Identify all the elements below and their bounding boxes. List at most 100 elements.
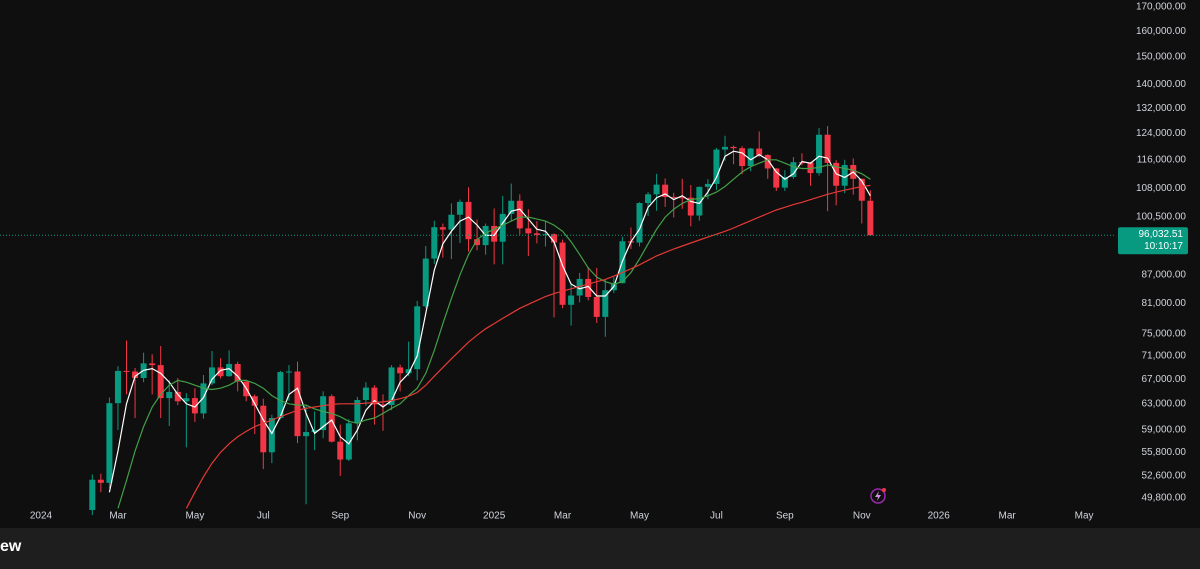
candle-body [739,148,746,167]
y-tick-label: 55,800.00 [1142,447,1187,458]
candle-body [798,162,805,164]
candle-body [371,387,378,405]
candle-body [679,197,686,199]
candle-body [491,225,498,242]
candle-body [773,168,780,188]
y-tick-label: 100,500.00 [1136,212,1186,223]
candle-body [320,396,327,431]
candle-body [97,479,104,483]
candle-body [713,149,720,184]
x-tick-label: Mar [109,511,127,522]
candle-body [183,398,190,402]
candle-body [781,177,788,188]
candle-body [687,197,694,216]
candle-body [816,134,823,174]
candle-body [824,134,831,163]
candle-body [157,365,164,399]
candle-body [345,423,352,460]
y-tick-label: 87,000.00 [1142,269,1187,280]
x-tick-label: May [1075,511,1094,522]
last-price-label: 96,032.51 [1139,229,1184,240]
footer-bar: ew [0,528,1200,569]
candle-body [414,306,421,370]
candle-body [841,164,848,186]
candle-body [704,183,711,187]
candle-body [670,196,677,198]
moving-average-line [185,184,871,509]
candle-body [268,417,275,453]
candle-body [166,391,173,399]
candle-body [867,200,874,236]
y-tick-label: 108,000.00 [1136,183,1186,194]
x-tick-label: Sep [776,511,794,522]
candle-body [456,201,463,215]
candle-body [405,369,412,374]
candle-body [191,398,198,414]
candle-body [542,234,549,236]
candle-body [388,367,395,406]
candle-body [653,184,660,195]
candle-body [807,162,814,174]
y-tick-label: 81,000.00 [1142,298,1187,309]
y-tick-label: 116,000.00 [1137,154,1187,165]
candle-body [499,213,506,242]
x-tick-label: May [185,511,204,522]
candle-body [516,200,523,229]
candle-body [551,234,557,243]
candle-body [380,404,386,406]
candle-body [764,154,771,169]
candle-body [303,432,310,437]
event-icon-bolt[interactable] [875,491,881,501]
candle-body [106,403,113,483]
x-tick-label: Jul [257,511,270,522]
candle-body [568,295,575,305]
footer-logo-text: ew [0,538,22,555]
event-icon-ring[interactable] [870,488,886,504]
candle-body [422,258,429,307]
candle-body [593,296,600,317]
candle-body [337,441,344,460]
candle-body [89,479,96,510]
candle-body [439,227,446,230]
y-tick-label: 67,000.00 [1142,374,1187,385]
candle-body [260,405,267,453]
x-tick-label: 2026 [928,511,951,522]
y-tick-label: 170,000.00 [1136,2,1186,13]
x-tick-label: 2025 [483,511,506,522]
y-tick-label: 49,800.00 [1142,492,1187,503]
x-tick-label: Mar [999,511,1017,522]
y-tick-label: 132,000.00 [1136,103,1186,114]
chart-background [0,0,1200,528]
candle-body [508,200,515,214]
candle-body [602,290,609,317]
candle-body [576,278,583,296]
candle-body [226,363,233,377]
x-tick-label: Mar [554,511,572,522]
candle-body [533,233,540,236]
event-icon-dot[interactable] [882,488,886,492]
x-tick-label: Jul [710,511,723,522]
candle-body [294,371,301,437]
moving-average-line [117,159,871,509]
candle-body [756,148,763,155]
candle-body [448,214,455,230]
y-tick-label: 59,000.00 [1142,425,1187,436]
event-icon[interactable] [870,488,886,504]
candle-body [311,430,318,433]
candle-body [123,370,130,372]
candle-body [277,372,284,418]
y-tick-label: 71,000.00 [1142,351,1187,362]
candle-body [285,371,292,373]
candle-body [636,203,643,243]
candle-body [790,162,797,178]
candle-body [149,363,156,366]
candle-body [397,367,404,374]
candle-body [251,396,258,406]
candle-body [696,186,703,216]
x-tick-label: Sep [331,511,349,522]
y-tick-label: 140,000.00 [1136,79,1186,90]
candle-body [662,184,669,197]
x-tick-label: May [630,511,649,522]
x-tick-label: Nov [408,511,426,522]
